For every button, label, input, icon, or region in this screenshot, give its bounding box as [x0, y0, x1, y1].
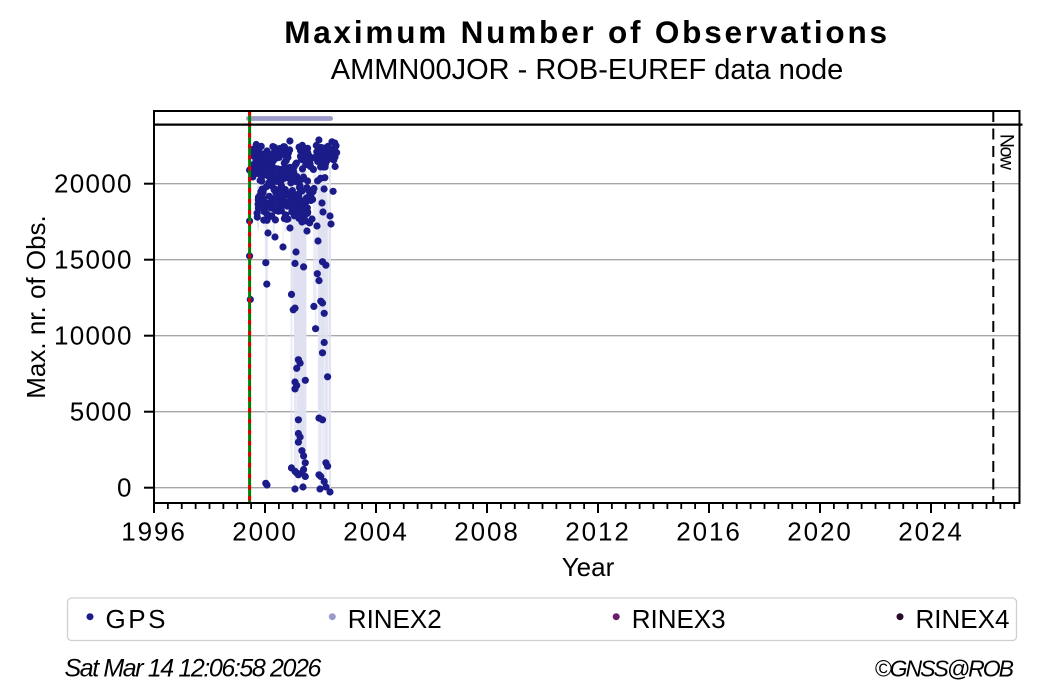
svg-text:0: 0: [117, 473, 133, 503]
svg-text:5000: 5000: [70, 397, 133, 427]
svg-text:RINEX2: RINEX2: [348, 604, 442, 634]
svg-text:2008: 2008: [454, 517, 519, 547]
svg-text:Max. nr. of Obs.: Max. nr. of Obs.: [21, 215, 51, 399]
svg-text:2020: 2020: [787, 517, 852, 547]
svg-text:GPS: GPS: [106, 604, 168, 634]
svg-text:Sat Mar 14 12:06:58 2026: Sat Mar 14 12:06:58 2026: [65, 655, 322, 683]
svg-text:2024: 2024: [898, 517, 963, 547]
svg-text:2000: 2000: [232, 517, 297, 547]
svg-text:15000: 15000: [54, 245, 133, 275]
svg-text:Now: Now: [996, 134, 1018, 171]
svg-text:10000: 10000: [54, 321, 133, 351]
svg-text:2004: 2004: [343, 517, 408, 547]
svg-text:AMMN00JOR - ROB-EUREF data nod: AMMN00JOR - ROB-EUREF data node: [331, 54, 843, 86]
svg-text:2016: 2016: [676, 517, 741, 547]
svg-text:2012: 2012: [565, 517, 630, 547]
svg-text:©GNSS@ROB: ©GNSS@ROB: [875, 655, 1014, 681]
svg-text:Year: Year: [562, 552, 615, 582]
svg-text:RINEX3: RINEX3: [632, 604, 726, 634]
svg-text:RINEX4: RINEX4: [916, 604, 1010, 634]
svg-text:20000: 20000: [54, 169, 133, 199]
svg-text:Maximum Number of Observations: Maximum Number of Observations: [284, 14, 890, 50]
svg-text:1996: 1996: [121, 517, 186, 547]
